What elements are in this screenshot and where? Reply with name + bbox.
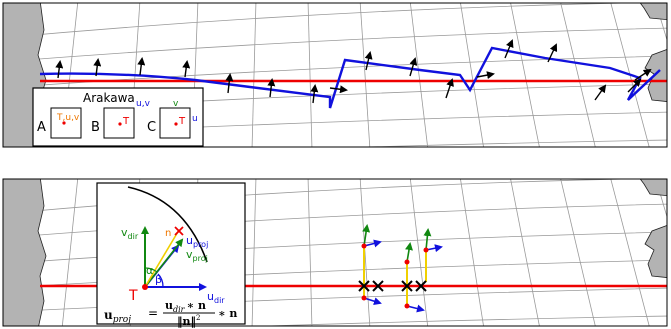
t-point-1 [361, 243, 367, 249]
beta-label: β [155, 273, 162, 286]
grid-b-point [118, 122, 122, 126]
land-right-bottom [639, 179, 667, 197]
n-cross [174, 226, 184, 236]
formula-numerator: udir ∗ n [165, 299, 206, 314]
projection-inset: vdir udir uproj vproj n α β T uproj = ud… [96, 182, 246, 328]
grid-a-label: T,u,v [56, 113, 80, 123]
projection-formula: uproj = udir ∗ n ‖n‖2 ∗ n [104, 299, 237, 328]
v-proj-label: vproj [186, 248, 208, 263]
land-right-bottom-2 [644, 225, 667, 278]
n-label: n [165, 228, 171, 239]
v-arrow-3 [405, 242, 413, 263]
top-arrows [55, 39, 652, 104]
top-panel: Arakawa A T,u,v B T u,v C T v u [2, 2, 668, 148]
normal-vector [144, 229, 180, 288]
u-proj-label: uproj [186, 234, 208, 249]
grid-letter-c: C [147, 120, 156, 135]
section-crossings [358, 280, 427, 292]
alpha-label: α [146, 264, 153, 277]
u-arrow-1 [363, 239, 382, 248]
top-blue-section [39, 46, 661, 109]
grid-letter-a: A [37, 120, 46, 135]
t-point-2 [361, 295, 367, 301]
grid-b-label: T [122, 116, 130, 127]
bottom-panel: vdir udir uproj vproj n α β T uproj = ud… [2, 178, 668, 328]
curve-arc [127, 186, 208, 263]
v-proj-arrow [144, 238, 184, 288]
formula-eq: = [148, 306, 158, 320]
grid-cell-a [50, 107, 82, 139]
formula-denominator: ‖n‖2 [177, 314, 200, 328]
v-arrow-1 [362, 224, 371, 247]
grid-c-label: T [178, 116, 186, 127]
t-origin [142, 284, 148, 290]
top-panel-frame [2, 2, 668, 148]
t-point-4 [404, 303, 410, 309]
u-dir-label: udir [207, 290, 225, 305]
bottom-panel-frame [2, 178, 668, 327]
formula-tail: ∗ n [218, 307, 237, 320]
grid-b-corner-label: u,v [136, 99, 151, 109]
t-origin-label: T [128, 288, 138, 304]
beta-arc [157, 273, 164, 288]
arakawa-title: Arakawa [83, 91, 135, 105]
formula-lhs: uproj [104, 308, 131, 325]
land-right-top [639, 3, 667, 21]
land-left-bottom [3, 179, 47, 326]
v-arrow-2 [423, 228, 432, 251]
t-point-5 [423, 247, 429, 253]
grid-a-point [62, 121, 66, 125]
alpha-arc [144, 267, 158, 273]
projection-detail [358, 224, 443, 313]
grid-cell-b [103, 107, 135, 139]
u-arrow-2 [363, 297, 382, 306]
arakawa-legend: Arakawa A T,u,v B T u,v C T v u [32, 87, 204, 147]
v-dir-label: vdir [121, 226, 139, 241]
grid-c-top-label: v [173, 99, 179, 109]
grid-letter-b: B [91, 120, 100, 135]
u-arrow-4 [406, 304, 425, 313]
grid-c-point [174, 122, 178, 126]
u-arrow-3 [425, 244, 443, 253]
grid-c-right-label: u [192, 114, 198, 124]
t-point-3 [404, 259, 410, 265]
